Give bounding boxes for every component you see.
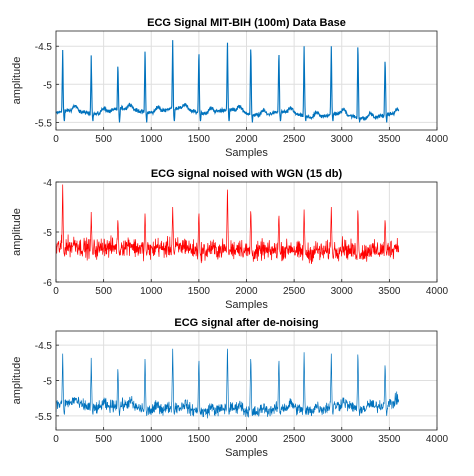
x-tick-label: 1000 <box>140 134 163 145</box>
x-tick-label: 3000 <box>331 134 354 145</box>
x-tick-label: 2000 <box>235 434 258 445</box>
x-tick-label: 1500 <box>188 134 211 145</box>
x-axis-label: Samples <box>225 447 268 459</box>
y-tick-label: -5 <box>43 228 52 239</box>
y-tick-label: -6 <box>43 278 52 289</box>
y-tick-label: -4.5 <box>35 341 53 352</box>
signal-series-line <box>55 40 400 123</box>
x-axis-label: Samples <box>225 147 268 159</box>
x-tick-label: 4000 <box>426 134 449 145</box>
subplot-2: 0 500 1000 1500 2000 2500 3000 3500 4000 -6 -5 -4 EC… <box>11 168 449 311</box>
x-tick-label: 3000 <box>331 286 354 297</box>
x-tick-label: 1000 <box>140 286 163 297</box>
x-tick-label: 3000 <box>331 434 354 445</box>
x-tick-label: 500 <box>95 434 112 445</box>
x-tick-label: 1000 <box>140 434 163 445</box>
x-tick-label: 0 <box>53 286 59 297</box>
y-axis-label: amplitude <box>11 357 23 405</box>
x-tick-label: 0 <box>53 134 59 145</box>
y-tick-label: -4 <box>43 178 52 189</box>
x-tick-label: 1500 <box>188 286 211 297</box>
subplot-1: 0 500 1000 1500 2000 2500 3000 3500 4000 -5.5 -5 -4… <box>11 17 449 159</box>
x-tick-label: 1500 <box>188 434 211 445</box>
y-axis-label: amplitude <box>11 208 23 256</box>
x-tick-label: 2500 <box>283 286 306 297</box>
y-tick-label: -5.5 <box>35 412 53 423</box>
y-tick-label: -5.5 <box>35 118 53 129</box>
signal-series-line <box>55 184 400 265</box>
y-tick-label: -4.5 <box>35 42 53 53</box>
x-tick-label: 500 <box>95 286 112 297</box>
x-tick-label: 0 <box>53 434 59 445</box>
x-tick-label: 3500 <box>378 434 401 445</box>
subplot-3: 0 500 1000 1500 2000 2500 3000 3500 4000 -5.5 -5 -4… <box>11 317 449 459</box>
x-tick-label: 500 <box>95 134 112 145</box>
y-axis-label: amplitude <box>11 57 23 105</box>
x-tick-label: 4000 <box>426 434 449 445</box>
x-tick-label: 4000 <box>426 286 449 297</box>
x-tick-label: 3500 <box>378 134 401 145</box>
x-tick-label: 2000 <box>235 134 258 145</box>
x-axis-label: Samples <box>225 299 268 311</box>
chart-title: ECG signal after de-noising <box>174 317 318 329</box>
y-tick-label: -5 <box>43 377 52 388</box>
signal-series-line <box>55 348 400 419</box>
x-tick-label: 2000 <box>235 286 258 297</box>
chart-title: ECG signal noised with WGN (15 db) <box>151 168 343 180</box>
chart-title: ECG Signal MIT-BIH (100m) Data Base <box>147 17 346 29</box>
x-tick-label: 2500 <box>283 134 306 145</box>
x-tick-label: 2500 <box>283 434 306 445</box>
y-tick-label: -5 <box>43 80 52 91</box>
x-tick-label: 3500 <box>378 286 401 297</box>
